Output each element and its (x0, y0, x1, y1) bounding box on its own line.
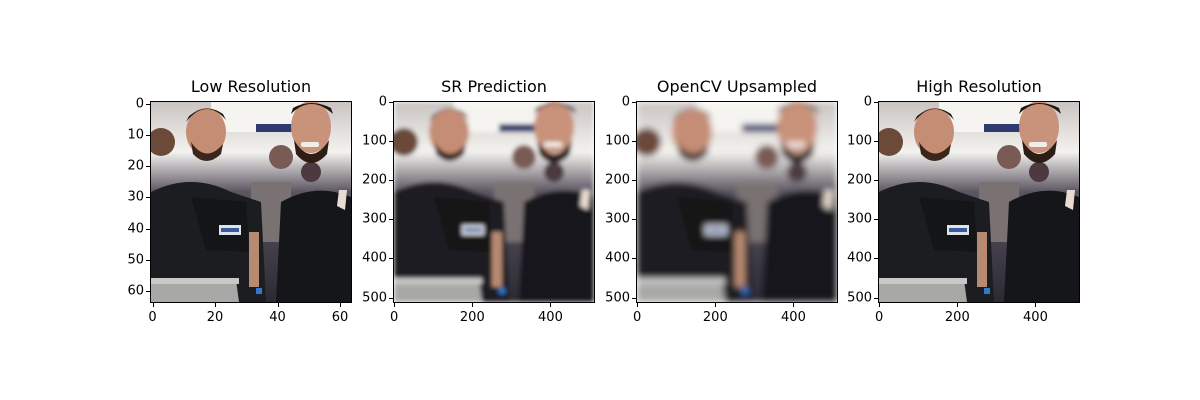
y-tick-label: 500 (605, 290, 630, 305)
y-tick-label: 400 (605, 250, 630, 266)
y-tick-label: 200 (847, 172, 872, 188)
y-tick-label: 500 (847, 290, 872, 305)
x-tick-label: 60 (331, 310, 349, 325)
y-tick-mark (632, 141, 636, 143)
x-tick-mark (394, 303, 396, 307)
y-tick-label: 0 (135, 96, 144, 112)
x-tick-mark (340, 303, 342, 307)
photo (637, 102, 837, 302)
y-tick-mark (874, 258, 878, 260)
y-tick-mark (146, 103, 150, 105)
y-tick-mark (389, 258, 393, 260)
y-tick-mark (632, 219, 636, 221)
y-tick-mark (874, 297, 878, 299)
y-tick-mark (389, 219, 393, 221)
y-tick-label: 200 (605, 172, 630, 188)
panel-title: Low Resolution (190, 77, 312, 96)
x-tick-label: 200 (459, 310, 485, 325)
x-tick-label: 40 (269, 310, 286, 325)
y-tick-label: 300 (605, 211, 630, 227)
panel-title: OpenCV Upsampled (656, 77, 818, 96)
x-tick-mark (215, 303, 217, 307)
y-tick-mark (146, 197, 150, 199)
x-tick-mark (1035, 303, 1037, 307)
photo (151, 102, 351, 302)
y-tick-label: 500 (362, 290, 387, 305)
panel-title: SR Prediction (441, 77, 547, 96)
x-tick-label: 400 (538, 310, 563, 325)
y-tick-label: 400 (847, 250, 872, 266)
x-tick-mark (550, 303, 552, 307)
image-frame (878, 101, 1080, 303)
x-tick-label: 20 (206, 310, 224, 325)
x-tick-mark (879, 303, 881, 307)
x-tick-mark (957, 303, 959, 307)
y-tick-label: 0 (621, 94, 630, 110)
y-tick-mark (146, 228, 150, 230)
x-tick-label: 0 (148, 310, 157, 325)
x-tick-mark (277, 303, 279, 307)
y-tick-label: 40 (127, 221, 144, 237)
y-tick-label: 0 (863, 94, 872, 110)
y-tick-label: 10 (127, 127, 144, 143)
y-tick-label: 300 (362, 211, 387, 227)
y-tick-mark (632, 102, 636, 104)
image-frame (393, 101, 595, 303)
y-tick-mark (632, 180, 636, 182)
y-tick-mark (146, 166, 150, 168)
x-tick-label: 200 (702, 310, 728, 325)
y-tick-label: 0 (378, 94, 387, 110)
y-tick-label: 100 (605, 133, 630, 149)
y-tick-label: 20 (127, 158, 144, 174)
photo (879, 102, 1079, 302)
x-tick-label: 400 (781, 310, 806, 325)
x-tick-mark (715, 303, 717, 307)
x-tick-label: 0 (390, 310, 399, 325)
y-tick-mark (632, 258, 636, 260)
x-tick-label: 0 (875, 310, 884, 325)
y-tick-mark (389, 141, 393, 143)
y-tick-mark (874, 219, 878, 221)
y-tick-mark (146, 259, 150, 261)
x-tick-label: 0 (633, 310, 642, 325)
y-tick-label: 100 (847, 133, 872, 149)
x-tick-label: 200 (944, 310, 970, 325)
y-tick-label: 200 (362, 172, 387, 188)
y-tick-mark (389, 180, 393, 182)
y-tick-label: 30 (127, 189, 144, 205)
x-tick-mark (472, 303, 474, 307)
y-tick-label: 300 (847, 211, 872, 227)
photo (394, 102, 594, 302)
y-tick-mark (389, 102, 393, 104)
x-tick-label: 400 (1023, 310, 1048, 325)
y-tick-mark (146, 134, 150, 136)
image-frame (150, 101, 352, 303)
y-tick-label: 50 (127, 252, 144, 268)
x-tick-mark (152, 303, 154, 307)
y-tick-mark (632, 297, 636, 299)
y-tick-label: 400 (362, 250, 387, 266)
y-tick-mark (874, 102, 878, 104)
y-tick-mark (146, 291, 150, 293)
y-tick-label: 100 (362, 133, 387, 149)
y-tick-mark (874, 180, 878, 182)
y-tick-mark (874, 141, 878, 143)
y-tick-label: 60 (127, 283, 144, 299)
x-tick-mark (637, 303, 639, 307)
x-tick-mark (793, 303, 795, 307)
y-tick-mark (389, 297, 393, 299)
panel-title: High Resolution (916, 77, 1042, 96)
image-frame (636, 101, 838, 303)
